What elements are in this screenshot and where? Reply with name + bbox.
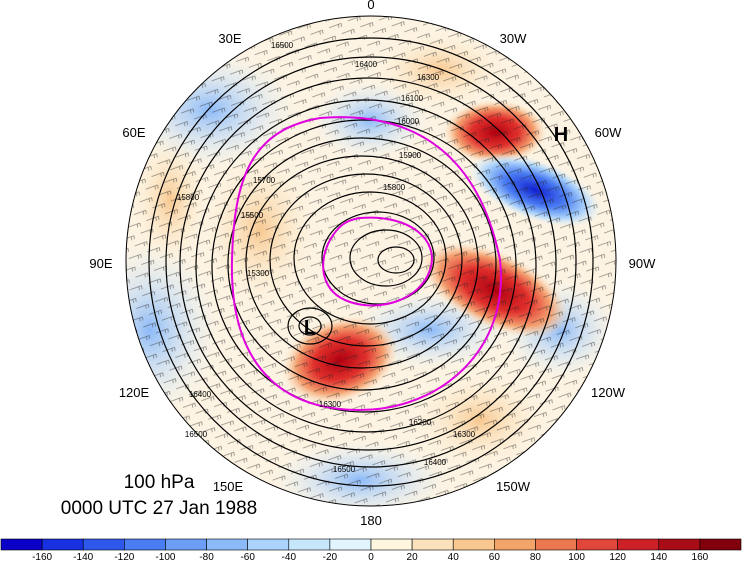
contour-label: 16000 [397,117,420,126]
colorbar-tick-label: -160 [32,552,52,561]
low-pressure-marker: L [304,317,316,339]
colorbar-box [370,538,413,551]
colorbar-box [576,538,618,551]
colorbar-box [411,538,454,551]
contour-label: 16400 [424,458,447,467]
longitude-label: 60W [595,125,622,140]
contour-label: 16200 [409,418,432,427]
longitude-label: 90E [89,256,112,271]
longitude-label: 30W [500,31,527,46]
longitude-label: 150E [213,479,244,494]
shaded-field [126,16,616,506]
colorbar-tick-label: 40 [448,552,460,561]
colorbar-tick-label: -60 [240,552,255,561]
contour-label: 15500 [241,211,264,220]
colorbar-tick-label: 120 [609,552,626,561]
colorbar-tick-label: 20 [407,552,419,561]
colorbar-box [699,538,742,551]
colorbar-box [41,538,84,551]
colorbar-boxes [0,538,742,551]
longitude-label: 60E [122,125,145,140]
longitude-label: 120E [119,385,150,400]
colorbar-tick-label: -100 [155,552,175,561]
colorbar-box [617,538,660,551]
colorbar-tick-label: 100 [568,552,585,561]
anomaly-ring-contours [230,116,502,412]
colorbar-box [0,538,43,551]
longitude-label: 120W [591,385,626,400]
longitude-label: 180 [360,513,382,528]
contour-label: 16500 [185,430,208,439]
longitude-label: 30E [218,31,241,46]
high-pressure-marker: H [554,124,568,146]
colorbar-box [535,538,577,551]
map-boundary [125,15,617,507]
colorbar-box [288,538,331,551]
colorbar-tick-label: -120 [114,552,134,561]
contour-label: 16400 [355,60,378,69]
colorbar-box [329,538,372,551]
valid-time-caption: 0000 UTC 27 Jan 1988 [60,498,258,519]
colorbar-tick-label: 160 [692,552,709,561]
colorbar-tick-label: -40 [282,552,297,561]
colorbar-box [124,538,166,551]
contour-label: 15900 [399,151,422,160]
polar-stereographic-map: 16500 16400 16300 16100 16000 15900 15800 15700… [89,0,656,528]
colorbar-tick-label: -140 [73,552,93,561]
colorbar-tick-label: 80 [530,552,542,561]
colorbar-tick-label: -80 [199,552,214,561]
colorbar-box [494,538,536,551]
contour-label: 16100 [401,94,424,103]
pressure-level-caption: 100 hPa [123,472,195,493]
contour-labels: 16500 16400 16300 16100 16000 15900 15800 15700… [177,41,476,474]
contour-label: 15800 [383,183,406,192]
contour-label: 16300 [417,73,440,82]
longitude-label: 0 [367,0,374,12]
longitude-label: 150W [496,479,531,494]
contour-label: 16400 [189,390,212,399]
colorbar-box [452,538,495,551]
colorbar: -160 -140 -120 -100 -80 -60 -40 -20 0 20 40 60 80 100… [0,538,742,561]
colorbar-tick-label: 60 [489,552,501,561]
colorbar-box [658,538,701,551]
longitude-labels: 0 30W 60W 90W 120W 150W 180 150E 120E 90… [89,0,656,528]
pressure-centers: H L [304,124,568,339]
colorbar-box [247,538,290,551]
contour-label: 16500 [333,465,356,474]
colorbar-box [206,538,248,551]
colorbar-labels: -160 -140 -120 -100 -80 -60 -40 -20 0 20 40 60 80 100… [32,552,709,561]
colorbar-box [82,538,125,551]
colorbar-tick-label: -20 [323,552,338,561]
contour-label: 16300 [319,400,342,409]
geopotential-height-contours [148,37,594,487]
contour-label: 15700 [253,176,276,185]
colorbar-tick-label: 140 [650,552,667,561]
longitude-label: 90W [629,256,656,271]
contour-label: 15300 [247,269,270,278]
colorbar-box [165,538,207,551]
colorbar-tick-label: 0 [368,552,374,561]
contour-label: 16300 [453,430,476,439]
contour-label: 16500 [271,41,294,50]
contour-label: 15800 [177,193,200,202]
